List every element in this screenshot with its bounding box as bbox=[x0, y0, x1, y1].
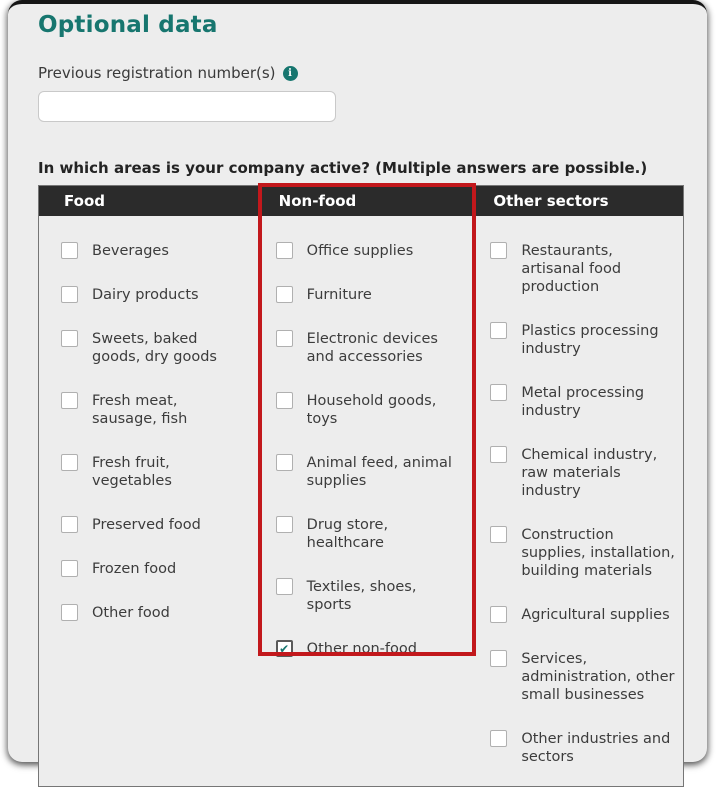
header-non-food: Non-food bbox=[278, 192, 357, 210]
previous-registration-label: Previous registration number(s) bbox=[38, 64, 276, 82]
checkbox-label: Frozen food bbox=[92, 561, 177, 577]
previous-registration-label-row: Previous registration number(s) i bbox=[38, 64, 684, 82]
checkbox-label: Office supplies bbox=[306, 243, 414, 259]
checkbox-label: Household goods, toys bbox=[306, 393, 437, 427]
checkbox-label: Chemical industry, raw materials industr… bbox=[521, 447, 658, 499]
checkbox[interactable] bbox=[275, 578, 293, 595]
checkbox[interactable] bbox=[61, 516, 78, 533]
company-areas-question: In which areas is your company active? (… bbox=[38, 159, 648, 177]
checkbox-item-drug-store[interactable]: Drug store, healthcare bbox=[275, 516, 461, 552]
checkbox-label: Other industries and sectors bbox=[521, 731, 671, 765]
checkbox-label: Agricultural supplies bbox=[521, 607, 670, 623]
checkbox-label: Electronic devices and accessories bbox=[306, 331, 438, 365]
checkbox-item-metal-processing[interactable]: Metal processing industry bbox=[490, 384, 675, 420]
checkbox-item-textiles-shoes-sports[interactable]: Textiles, shoes, sports bbox=[275, 578, 461, 614]
checkbox-label: Plastics processing industry bbox=[521, 323, 659, 357]
checkbox[interactable] bbox=[275, 242, 293, 259]
checkbox-label: Sweets, baked goods, dry goods bbox=[92, 331, 217, 365]
checkbox-item-chemical-industry[interactable]: Chemical industry, raw materials industr… bbox=[490, 446, 675, 500]
sector-table: Food Non-food Other sectors Beverages Da… bbox=[38, 183, 684, 787]
optional-data-card: Optional data Previous registration numb… bbox=[8, 0, 707, 787]
checkbox-item-animal-feed[interactable]: Animal feed, animal supplies bbox=[275, 454, 461, 490]
checkbox-label: Construction supplies, installation, bui… bbox=[521, 527, 675, 579]
checkbox[interactable] bbox=[490, 730, 508, 747]
checkbox-label: Furniture bbox=[306, 287, 372, 303]
checkbox[interactable] bbox=[61, 330, 78, 347]
checkbox-label: Animal feed, animal supplies bbox=[306, 455, 452, 489]
header-food: Food bbox=[64, 192, 105, 210]
checkbox-label: Dairy products bbox=[92, 287, 199, 303]
page-title: Optional data bbox=[38, 12, 218, 38]
checkbox[interactable] bbox=[61, 454, 78, 471]
checkbox[interactable] bbox=[490, 526, 508, 543]
header-other-sectors: Other sectors bbox=[493, 192, 609, 210]
checkbox[interactable] bbox=[490, 322, 508, 339]
checkbox[interactable] bbox=[275, 330, 293, 347]
checkbox[interactable] bbox=[275, 392, 293, 409]
checkbox-item-services-administration[interactable]: Services, administration, other small bu… bbox=[490, 650, 675, 704]
checkbox-label: Fresh meat, sausage, fish bbox=[92, 393, 188, 427]
checkbox-label: Services, administration, other small bu… bbox=[521, 651, 675, 703]
checkbox-label: Beverages bbox=[92, 243, 169, 259]
checkbox-item-plastics-processing[interactable]: Plastics processing industry bbox=[490, 322, 675, 358]
checkbox[interactable] bbox=[61, 286, 78, 303]
checkbox-item-sweets-baked-goods[interactable]: Sweets, baked goods, dry goods bbox=[61, 330, 246, 366]
sector-table-body: Beverages Dairy products Sweets, baked g… bbox=[39, 216, 683, 786]
column-non-food: Office supplies Furniture Electronic dev… bbox=[254, 216, 469, 786]
checkbox-item-construction-supplies[interactable]: Construction supplies, installation, bui… bbox=[490, 526, 675, 580]
checkbox[interactable] bbox=[490, 650, 508, 667]
checkbox[interactable] bbox=[275, 640, 293, 657]
checkbox-label: Other food bbox=[92, 605, 170, 621]
checkbox[interactable] bbox=[490, 242, 508, 259]
checkbox-item-other-industries[interactable]: Other industries and sectors bbox=[490, 730, 675, 766]
checkbox-label: Preserved food bbox=[92, 517, 201, 533]
checkbox-item-dairy-products[interactable]: Dairy products bbox=[61, 286, 246, 304]
checkbox[interactable] bbox=[275, 454, 293, 471]
checkbox-item-agricultural-supplies[interactable]: Agricultural supplies bbox=[490, 606, 675, 624]
checkbox[interactable] bbox=[61, 604, 78, 621]
checkbox[interactable] bbox=[490, 446, 508, 463]
checkbox[interactable] bbox=[275, 286, 293, 303]
checkbox-item-office-supplies[interactable]: Office supplies bbox=[275, 242, 461, 260]
card-content: Optional data Previous registration numb… bbox=[8, 4, 707, 787]
checkbox-item-restaurants[interactable]: Restaurants, artisanal food production bbox=[490, 242, 675, 296]
sector-table-header: Food Non-food Other sectors bbox=[39, 186, 683, 216]
checkbox-item-electronic-devices[interactable]: Electronic devices and accessories bbox=[275, 330, 461, 366]
checkbox-item-beverages[interactable]: Beverages bbox=[61, 242, 246, 260]
checkbox[interactable] bbox=[275, 516, 293, 533]
checkbox-item-furniture[interactable]: Furniture bbox=[275, 286, 461, 304]
checkbox[interactable] bbox=[490, 384, 508, 401]
checkbox-label: Fresh fruit, vegetables bbox=[92, 455, 172, 489]
column-other-sectors: Restaurants, artisanal food production P… bbox=[468, 216, 683, 786]
checkbox[interactable] bbox=[61, 242, 78, 259]
checkbox-item-fresh-meat[interactable]: Fresh meat, sausage, fish bbox=[61, 392, 246, 428]
previous-registration-input[interactable] bbox=[38, 91, 336, 122]
checkbox-label: Drug store, healthcare bbox=[306, 517, 389, 551]
checkbox-item-other-food[interactable]: Other food bbox=[61, 604, 246, 622]
column-food: Beverages Dairy products Sweets, baked g… bbox=[39, 216, 254, 786]
checkbox-label: Textiles, shoes, sports bbox=[306, 579, 417, 613]
checkbox-label: Other non-food bbox=[306, 641, 417, 657]
checkbox-item-fresh-fruit[interactable]: Fresh fruit, vegetables bbox=[61, 454, 246, 490]
checkbox[interactable] bbox=[61, 560, 78, 577]
info-icon[interactable]: i bbox=[282, 65, 298, 81]
checkbox-label: Metal processing industry bbox=[521, 385, 645, 419]
checkbox-item-frozen-food[interactable]: Frozen food bbox=[61, 560, 246, 578]
checkbox-item-other-non-food[interactable]: Other non-food bbox=[275, 640, 461, 658]
checkbox[interactable] bbox=[61, 392, 78, 409]
checkbox-item-preserved-food[interactable]: Preserved food bbox=[61, 516, 246, 534]
checkbox-label: Restaurants, artisanal food production bbox=[521, 243, 622, 295]
checkbox-item-household-goods[interactable]: Household goods, toys bbox=[275, 392, 461, 428]
checkbox[interactable] bbox=[490, 606, 508, 623]
